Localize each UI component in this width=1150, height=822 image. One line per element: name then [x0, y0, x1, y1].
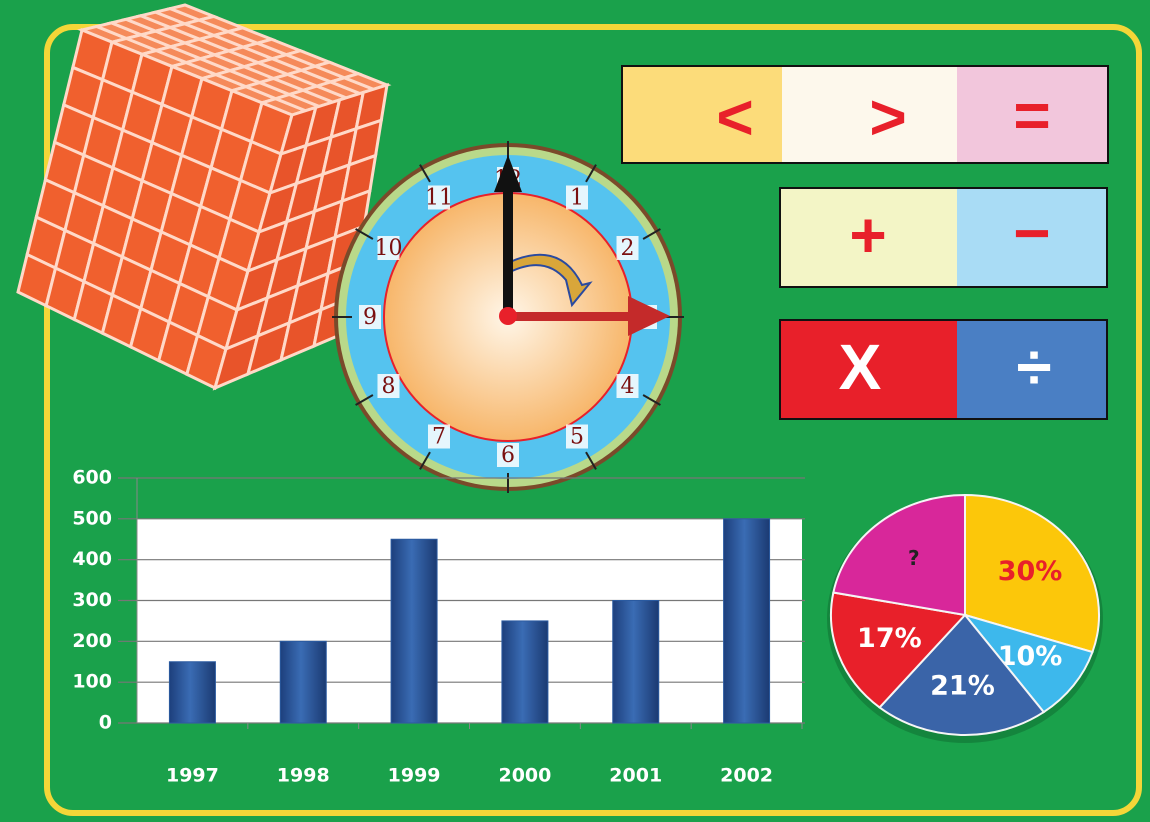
op-cell [780, 320, 957, 419]
clock-number-bg [377, 236, 400, 260]
y-tick-label: 600 [72, 467, 112, 489]
bar [501, 620, 549, 724]
op-box [621, 65, 1109, 164]
hour-hand-tip [628, 296, 670, 336]
operator: + [849, 199, 886, 271]
op-cell [957, 188, 1107, 287]
minute-hand [503, 180, 513, 317]
frame [44, 24, 1142, 816]
operator: ÷ [1016, 331, 1051, 403]
bar [723, 518, 771, 724]
cube [16, 3, 392, 391]
operator: < [716, 81, 753, 153]
bar-chart: 0 100 200 300 400 500 600 1997 1998 1999 2000 2001 2… [72, 467, 805, 787]
pie-slice [878, 613, 1046, 736]
y-tick-label: 500 [72, 507, 112, 529]
clock-number-bg [497, 443, 519, 467]
pie-slice [830, 591, 967, 709]
op-cell [780, 188, 957, 287]
clock-pin [499, 307, 517, 325]
pie-slice [962, 613, 1094, 714]
clock-number-bg [428, 424, 450, 449]
x-tick-label: 1998 [277, 765, 330, 787]
clock-number: 11 [425, 185, 453, 210]
x-tick-label: 2002 [720, 765, 773, 787]
clock-number: 9 [363, 305, 377, 330]
clock-number-bg [566, 185, 588, 210]
clock-number-bg [428, 185, 450, 210]
clock-tick [355, 394, 374, 406]
x-tick-label: 2001 [609, 765, 662, 787]
hour-hand [508, 312, 633, 321]
clock-tick [642, 394, 661, 406]
y-tick-label: 400 [72, 548, 112, 570]
clock-number: 5 [570, 425, 584, 450]
clock-number: 2 [621, 236, 635, 261]
slice-label: ? [908, 546, 920, 570]
clock-tick [419, 451, 431, 470]
clock-number: 10 [374, 236, 402, 261]
x-tick-label: 1999 [388, 765, 441, 787]
bar [612, 600, 660, 724]
clock-number-bg [616, 236, 639, 260]
pie-chart: 30% 10%21% 17%? [827, 493, 1103, 743]
pie-slice [964, 493, 1100, 654]
slice-label: 21% [930, 670, 995, 701]
x-tick-label: 2000 [498, 765, 551, 787]
clock-number: 8 [381, 374, 395, 399]
clock-tick [585, 164, 597, 183]
clock-tick [355, 228, 374, 240]
operator: X [839, 331, 882, 403]
slice-label: 30% [998, 556, 1063, 587]
plot-area [137, 519, 802, 723]
op-cell [622, 66, 782, 163]
clock-number: 7 [432, 425, 446, 450]
op-cell [957, 320, 1107, 419]
bar [390, 538, 438, 724]
clock: 121234567891011 [332, 141, 684, 493]
op-cell [957, 66, 1108, 163]
clock-number-bg [616, 374, 639, 398]
slice-label: 10% [998, 641, 1063, 672]
operator: > [869, 81, 906, 153]
y-tick-label: 300 [72, 589, 112, 611]
operators: < > = + − X ÷ [621, 65, 1109, 420]
x-tick-label: 1997 [166, 765, 219, 787]
clock-tick [419, 164, 431, 183]
minute-hand-tip [494, 155, 522, 192]
operator: − [1013, 197, 1050, 269]
op-box [779, 187, 1108, 288]
clock-tick [585, 451, 597, 470]
curved-arrow [509, 253, 593, 308]
clock-number: 1 [570, 185, 584, 210]
clock-number-bg [566, 424, 588, 449]
y-tick-label: 0 [99, 712, 112, 734]
clock-number: 4 [621, 374, 635, 399]
clock-tick [642, 228, 661, 240]
operator: = [1013, 79, 1050, 151]
y-tick-label: 200 [72, 630, 112, 652]
clock-number-bg [359, 305, 381, 329]
clock-number-bg [377, 374, 400, 398]
op-cell [782, 66, 957, 163]
bar [168, 661, 216, 724]
clock-number: 6 [501, 443, 515, 468]
op-box [779, 319, 1108, 420]
pie-slice [832, 493, 966, 617]
bar [279, 640, 327, 724]
y-tick-label: 100 [72, 671, 112, 693]
slice-label: 17% [857, 623, 922, 654]
